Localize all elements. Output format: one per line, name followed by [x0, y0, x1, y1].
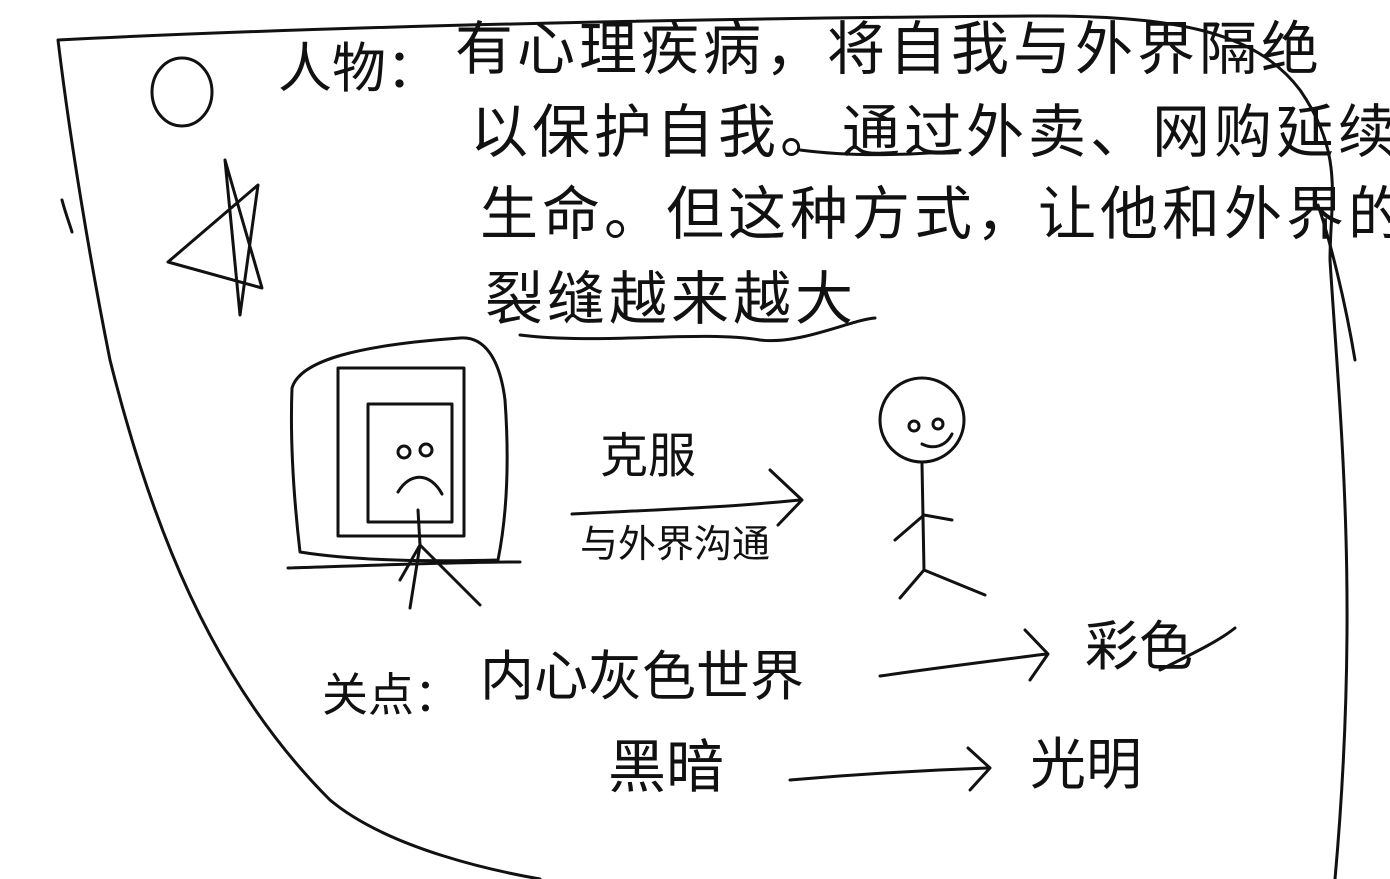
section-marker-circle — [150, 56, 214, 128]
sad-mouth — [396, 475, 444, 496]
arrow-to-colorful — [878, 628, 1050, 682]
arrow-to-light — [788, 746, 992, 792]
paragraph-line-2: 以保护自我。通过外卖、网购延续 — [470, 98, 1390, 166]
colorful-label: 彩色 — [1085, 615, 1193, 678]
paragraph-line-3: 生命。但这种方式，让他和外界的 — [480, 180, 1390, 248]
arrow-bottom-label: 与外界沟通 — [580, 522, 771, 566]
screen-middle — [336, 366, 466, 538]
darkness-label: 黑暗 — [608, 733, 725, 801]
paragraph-line-1: 有心理疾病，将自我与外界隔绝 — [455, 15, 1324, 83]
star-doodle — [166, 158, 264, 317]
main-arrow — [570, 468, 804, 527]
heading-label: 人物： — [278, 37, 440, 100]
light-label: 光明 — [1030, 733, 1142, 798]
happy-body — [893, 462, 987, 600]
happy-smile — [920, 432, 954, 449]
desk-line — [286, 560, 522, 570]
happy-head — [878, 376, 966, 464]
colorful-tail — [1158, 626, 1237, 672]
inner-world-label: 内心灰色世界 — [480, 645, 804, 708]
paragraph-line-4: 裂缝越来越大 — [485, 265, 858, 333]
arrow-top-label: 克服 — [600, 428, 697, 484]
page-border — [56, 14, 1349, 879]
screen-inner — [366, 402, 454, 524]
screen-outer — [289, 336, 509, 563]
key-points-label: 关点： — [322, 668, 460, 722]
